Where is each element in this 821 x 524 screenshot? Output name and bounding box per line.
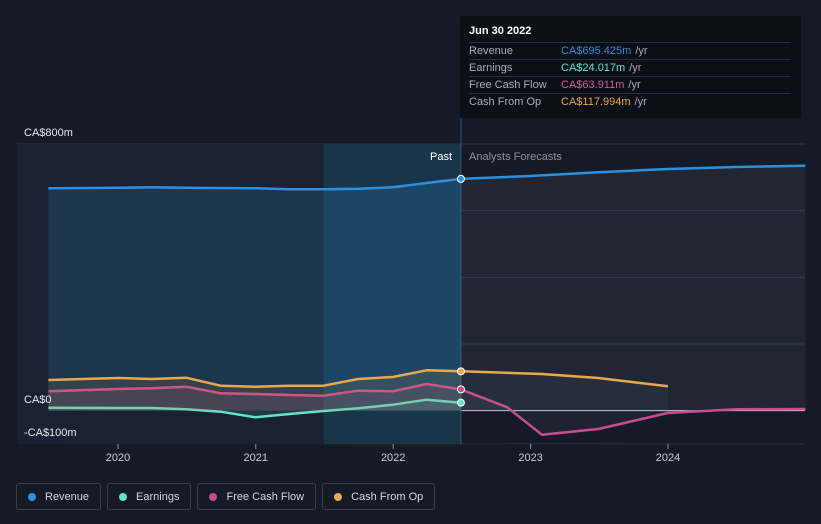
cash-from-op-line — [48, 369, 669, 388]
forecast-region-label: Analysts Forecasts — [469, 151, 562, 163]
cash-from-op-area — [48, 370, 462, 411]
revenue-area — [48, 178, 462, 411]
legend-dot-icon — [334, 492, 343, 501]
x-axis-ticks: 2020 2021 2022 2023 2024 — [106, 444, 680, 464]
tooltip-row-revenue: Revenue CA$695.425m /yr — [469, 42, 791, 59]
tooltip-value: CA$117.994m — [561, 96, 631, 108]
legend: Revenue Earnings Free Cash Flow Cash Fro… — [16, 483, 436, 510]
legend-item-earnings[interactable]: Earnings — [107, 483, 192, 510]
x-tick-label: 2021 — [244, 452, 268, 464]
tooltip-unit: /yr — [629, 62, 642, 74]
tooltip: Jun 30 2022 Revenue CA$695.425m /yr Earn… — [460, 16, 801, 118]
revenue-line — [48, 164, 806, 191]
free-cash-flow-line — [48, 382, 806, 436]
x-tick-label: 2023 — [518, 452, 542, 464]
legend-item-free-cash-flow[interactable]: Free Cash Flow — [197, 483, 317, 510]
tooltip-value: CA$24.017m — [561, 62, 626, 74]
y-axis-bottom-label: -CA$100m — [24, 427, 77, 439]
tooltip-value: CA$695.425m — [561, 45, 632, 57]
earnings-marker — [456, 398, 465, 407]
revenue-marker — [456, 174, 465, 183]
markers — [456, 174, 465, 407]
tooltip-unit: /yr — [634, 96, 647, 108]
tooltip-row-earnings: Earnings CA$24.017m /yr — [469, 59, 791, 76]
cash-from-op-marker — [456, 367, 465, 376]
legend-item-revenue[interactable]: Revenue — [16, 483, 102, 510]
legend-label: Revenue — [45, 490, 90, 503]
free-cash-flow-marker — [456, 385, 465, 394]
tooltip-label: Earnings — [469, 62, 513, 74]
highlight-band — [323, 144, 461, 444]
tooltip-label: Free Cash Flow — [469, 79, 547, 91]
x-tick-label: 2020 — [106, 452, 130, 464]
legend-label: Free Cash Flow — [226, 490, 305, 503]
free-cash-flow-area — [48, 384, 462, 411]
y-axis-zero-label: CA$0 — [24, 394, 52, 406]
tooltip-date: Jun 30 2022 — [469, 25, 532, 37]
tooltip-row-free-cash-flow: Free Cash Flow CA$63.911m /yr — [469, 76, 791, 93]
tooltip-label: Cash From Op — [469, 96, 542, 108]
tooltip-value: CA$63.911m — [561, 79, 625, 91]
free-cash-flow-forecast-area — [461, 389, 806, 435]
earnings-line — [48, 398, 462, 419]
y-axis-top-label: CA$800m — [24, 127, 73, 139]
x-tick-label: 2022 — [381, 452, 405, 464]
series-layer — [48, 164, 806, 436]
past-region-label: Past — [430, 151, 452, 163]
legend-dot-icon — [209, 492, 218, 501]
legend-dot-icon — [119, 492, 128, 501]
legend-item-cash-from-op[interactable]: Cash From Op — [322, 483, 436, 510]
legend-label: Earnings — [136, 490, 180, 503]
tooltip-unit: /yr — [628, 79, 641, 91]
legend-dot-icon — [28, 492, 36, 501]
x-tick-label: 2024 — [656, 452, 680, 464]
tooltip-row-cash-from-op: Cash From Op CA$117.994m /yr — [469, 93, 791, 110]
tooltip-unit: /yr — [635, 45, 648, 57]
legend-label: Cash From Op — [351, 490, 424, 503]
revenue-forecast-area — [461, 165, 806, 411]
tooltip-label: Revenue — [469, 45, 514, 57]
